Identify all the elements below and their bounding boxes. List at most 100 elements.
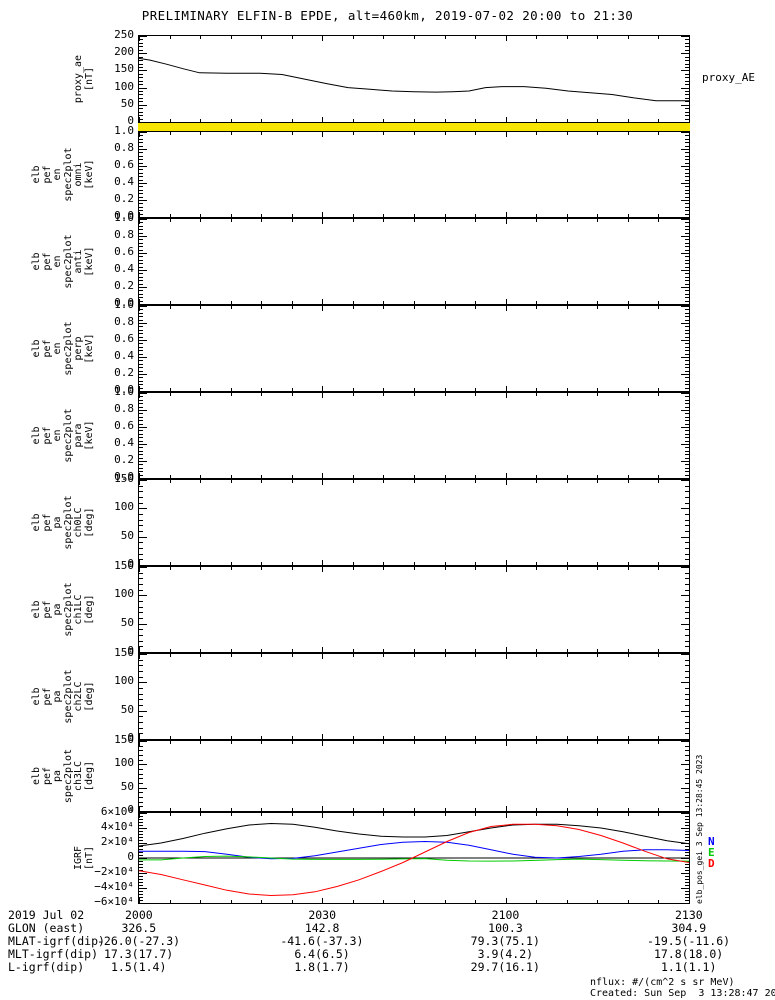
ytick-mark [139, 270, 147, 271]
xtick-minor [628, 900, 629, 903]
xaxis-cell: 326.5 [121, 921, 157, 935]
ytick-minor [685, 548, 689, 549]
xtick-minor [597, 132, 598, 135]
xtick-minor [170, 900, 171, 903]
ytick-minor [685, 474, 689, 476]
ytick-minor [685, 186, 689, 188]
ytick-mark [139, 873, 147, 874]
ytick-minor [685, 705, 689, 706]
ytick-minor [139, 745, 143, 747]
xaxis-cell: 17.3(17.7) [104, 947, 174, 961]
ytick-minor [685, 172, 689, 174]
ytick-minor [139, 380, 143, 382]
ytick-minor [685, 722, 689, 723]
ytick-minor [685, 801, 689, 803]
xtick-minor [322, 388, 323, 391]
ytick-minor [685, 497, 689, 498]
xtick-minor [231, 480, 232, 483]
ytick-minor [685, 309, 689, 311]
ytick-minor [139, 485, 143, 487]
yaxis-label-igrf: IGRF [nT] [73, 845, 95, 871]
ytick-minor [685, 111, 689, 113]
ytick-minor [139, 584, 143, 585]
ytick-minor [685, 840, 689, 841]
ytick-minor [685, 336, 689, 338]
ytick-minor [685, 333, 689, 335]
ytick-minor [685, 196, 689, 198]
ytick-mark [681, 132, 689, 133]
ytick-minor [685, 162, 689, 164]
ytick-minor [139, 316, 143, 318]
ytick-mark [681, 304, 689, 305]
xtick-minor [597, 214, 598, 217]
xtick-minor [200, 900, 201, 903]
xtick-minor [628, 480, 629, 483]
trace-N [139, 840, 689, 860]
ytick-minor [685, 239, 689, 241]
xtick-minor [536, 119, 537, 122]
xtick-top [689, 393, 690, 398]
ytick-minor [139, 797, 143, 798]
ytick-mark [681, 567, 689, 568]
ytick-label: 0.4 [114, 436, 134, 449]
xtick-minor [414, 900, 415, 903]
ytick-label: 0 [127, 114, 134, 127]
ytick-minor [139, 283, 143, 285]
xtick-minor [353, 132, 354, 135]
xtick-minor [200, 808, 201, 811]
xtick-top [689, 654, 690, 659]
ytick-mark [681, 888, 689, 889]
ytick-mark [681, 461, 689, 462]
ytick-mark [139, 652, 147, 653]
ytick-mark [681, 536, 689, 538]
ytick-minor [139, 189, 143, 191]
xtick-minor [383, 219, 384, 222]
ytick-mark [139, 166, 147, 167]
xtick-minor [200, 813, 201, 816]
xtick-minor [445, 813, 446, 816]
xtick-minor [597, 900, 598, 903]
ytick-mark [681, 811, 689, 812]
xtick-minor [475, 567, 476, 570]
xtick-minor [322, 132, 323, 135]
xtick-minor [170, 306, 171, 309]
ytick-label: 0.8 [114, 228, 134, 241]
ytick-label: 0.0 [114, 470, 134, 483]
ytick-minor [685, 618, 689, 619]
xtick-minor [261, 475, 262, 478]
ytick-minor [139, 491, 143, 493]
ytick-minor [139, 49, 143, 51]
ytick-minor [139, 297, 143, 299]
ytick-minor [139, 773, 143, 775]
ytick-minor [685, 467, 689, 469]
ytick-minor [685, 900, 689, 901]
xtick-minor [170, 219, 171, 222]
xtick-minor [628, 649, 629, 652]
ytick-minor [139, 346, 143, 348]
ytick-label: 100 [114, 587, 134, 601]
xtick-minor [658, 132, 659, 135]
ytick-minor [139, 693, 143, 695]
xtick-minor [658, 393, 659, 396]
xtick-minor [292, 813, 293, 816]
ytick-minor [139, 474, 143, 476]
xtick-minor [536, 388, 537, 391]
ytick-minor [139, 722, 143, 723]
xtick-minor [445, 119, 446, 122]
xtick-minor [414, 132, 415, 135]
ytick-minor [139, 837, 143, 838]
ytick-minor [685, 640, 689, 642]
xtick-minor [414, 301, 415, 304]
ytick-mark [681, 53, 689, 55]
xtick-minor [506, 741, 507, 744]
xtick-minor [628, 393, 629, 396]
ytick-minor [139, 300, 143, 302]
ytick-minor [139, 203, 143, 205]
xtick-top [689, 132, 690, 137]
xtick-minor [292, 119, 293, 122]
xtick-minor [445, 388, 446, 391]
xtick-minor [414, 562, 415, 565]
xtick-minor [261, 562, 262, 565]
xtick-minor [536, 562, 537, 565]
ytick-mark [139, 70, 147, 72]
